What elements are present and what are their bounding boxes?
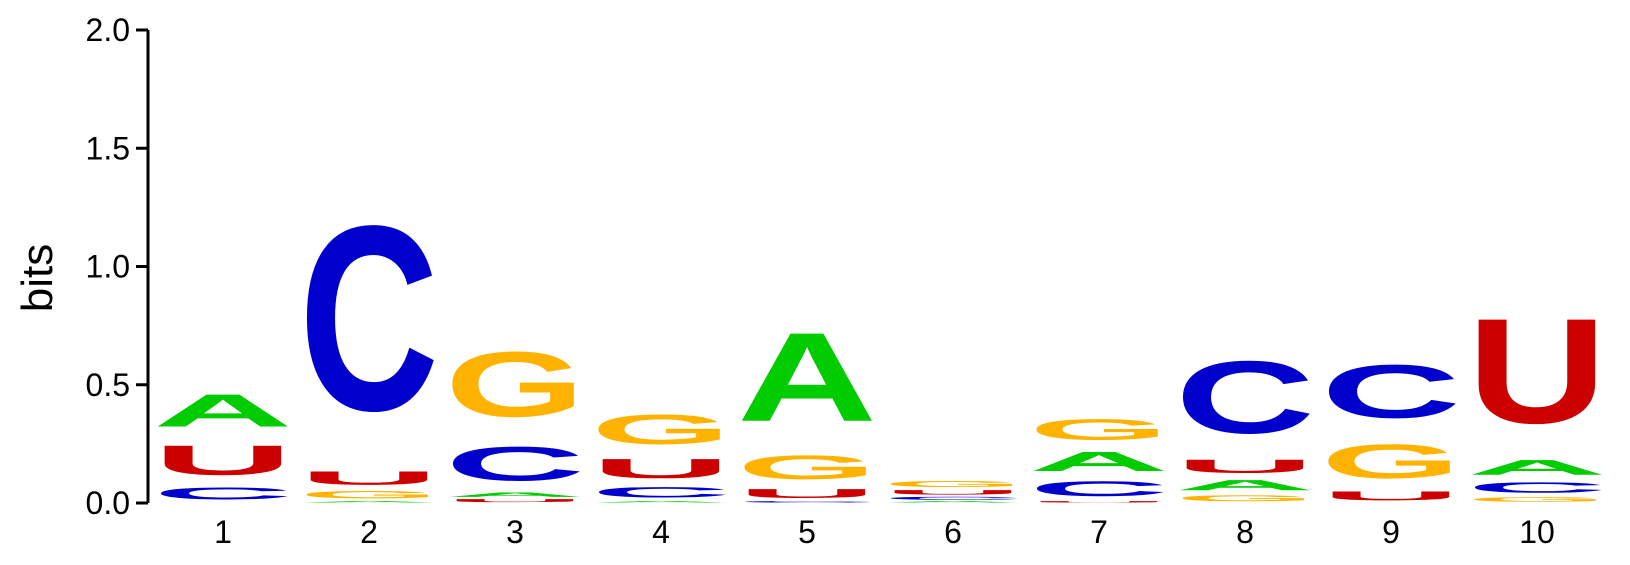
y-axis: 0.0 0.5 1.0 1.5 2.0 xyxy=(86,12,150,521)
glyph-g: G xyxy=(883,479,1023,488)
x-tick-label: 4 xyxy=(652,514,670,550)
glyph-a: A xyxy=(591,501,731,503)
x-tick-label: 8 xyxy=(1236,514,1254,550)
y-tick-label: 1.0 xyxy=(86,249,130,285)
glyph-c: C xyxy=(1175,339,1315,455)
x-tick-label: 3 xyxy=(506,514,524,550)
glyph-u: U xyxy=(591,453,731,484)
glyph-u: U xyxy=(737,487,877,501)
glyph-g: G xyxy=(1175,494,1315,503)
glyph-g: G xyxy=(737,449,877,487)
glyph-g: G xyxy=(1029,413,1169,446)
glyph-g: G xyxy=(299,489,439,501)
x-tick-label: 10 xyxy=(1519,514,1555,550)
glyph-c: C xyxy=(1029,477,1169,501)
glyph-a: A xyxy=(1029,446,1169,477)
glyph-a: A xyxy=(883,501,1023,503)
glyph-u: U xyxy=(299,468,439,489)
x-tick-label: 7 xyxy=(1090,514,1108,550)
glyph-a: A xyxy=(737,306,877,448)
glyph-u: U xyxy=(1467,287,1607,455)
glyph-g: G xyxy=(1467,496,1607,503)
glyph-c: C xyxy=(1467,479,1607,495)
x-tick-label: 6 xyxy=(944,514,962,550)
x-axis-tick-labels: 1 2 3 4 5 6 7 8 9 10 xyxy=(214,514,1555,550)
glyph-c: C xyxy=(737,501,877,503)
logo-column-1: CUA xyxy=(153,384,293,503)
glyph-a: A xyxy=(1175,477,1315,493)
glyph-g: G xyxy=(1321,434,1461,488)
glyph-c: C xyxy=(591,484,731,500)
glyph-a: A xyxy=(1467,456,1607,480)
glyph-g: G xyxy=(591,406,731,453)
glyph-c: C xyxy=(883,496,1023,501)
glyph-u: U xyxy=(1029,501,1169,503)
x-tick-label: 2 xyxy=(360,514,378,550)
glyph-c: C xyxy=(1321,350,1461,435)
glyph-u: U xyxy=(1175,456,1315,477)
glyph-a: A xyxy=(445,491,585,498)
glyph-c: C xyxy=(299,171,439,466)
x-tick-label: 1 xyxy=(214,514,232,550)
glyph-u: U xyxy=(883,489,1023,496)
x-tick-label: 9 xyxy=(1382,514,1400,550)
glyph-c: C xyxy=(153,484,293,503)
glyph-c: C xyxy=(445,436,585,490)
y-tick-label: 2.0 xyxy=(86,12,130,48)
glyph-a: A xyxy=(299,501,439,503)
glyph-g: G xyxy=(445,333,585,437)
y-axis-title: bits xyxy=(13,244,62,312)
x-tick-label: 5 xyxy=(798,514,816,550)
y-tick-label: 0.0 xyxy=(86,485,130,521)
glyph-u: U xyxy=(445,498,585,503)
logo-column-9: UGC xyxy=(1321,350,1461,503)
y-tick-label: 1.5 xyxy=(86,130,130,166)
glyph-u: U xyxy=(153,437,293,484)
glyph-a: A xyxy=(153,384,293,436)
glyph-u: U xyxy=(1321,489,1461,503)
y-tick-label: 0.5 xyxy=(86,367,130,403)
